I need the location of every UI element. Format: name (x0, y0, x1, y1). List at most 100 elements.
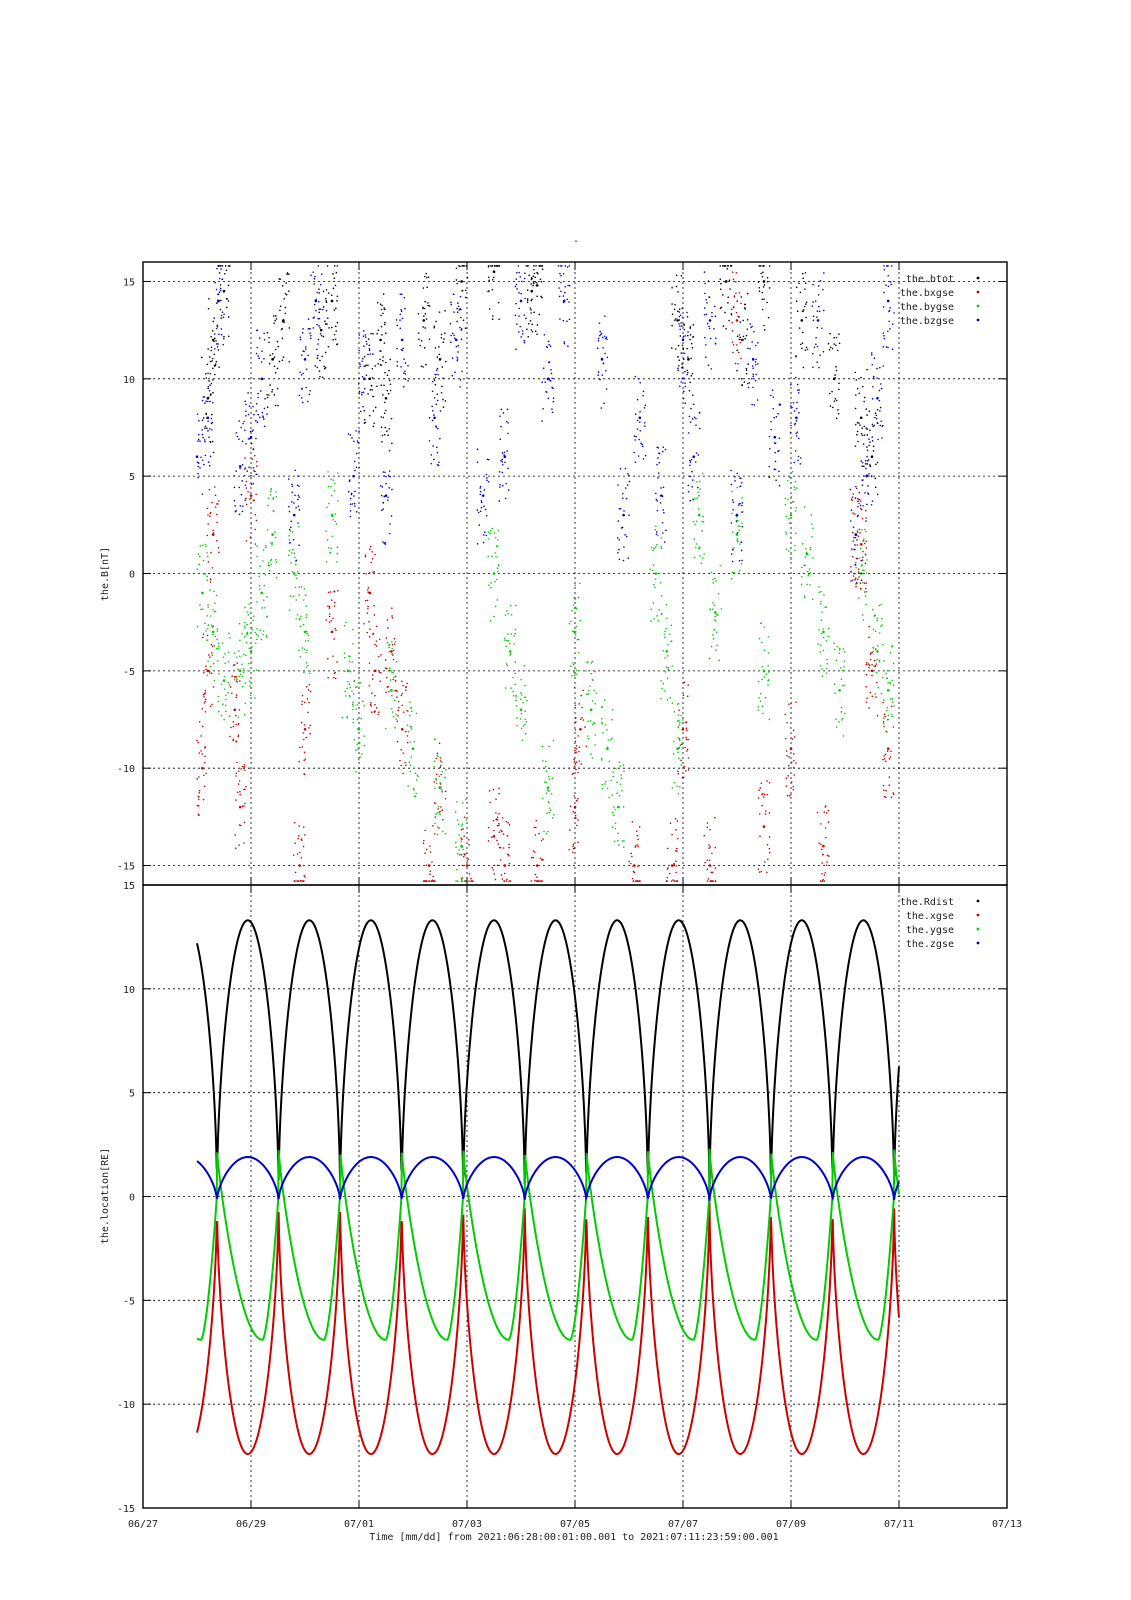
the.bygse-point (865, 572, 868, 574)
the.bygse-point (356, 718, 359, 721)
the.bygse-point (224, 662, 226, 665)
the.bygse-point (621, 840, 624, 842)
the.bzgse-point (773, 442, 776, 444)
the.bxgse-point (682, 694, 685, 697)
the.bxgse-point (685, 736, 687, 739)
the.bxgse-point (240, 768, 243, 770)
the.bygse-point (353, 738, 356, 741)
the.bzgse-point (312, 327, 315, 329)
the.bygse-point (407, 710, 409, 713)
the.bygse-point (271, 542, 274, 544)
the.bzgse-point (752, 367, 754, 370)
the.bygse-point (487, 531, 490, 533)
the.bygse-point (790, 558, 792, 560)
the.bzgse-point (562, 272, 565, 275)
the.btot-point (692, 403, 695, 406)
the.btot-point (722, 265, 724, 267)
the.bxgse-point (827, 855, 830, 857)
the.bzgse-point (500, 425, 502, 428)
b-field-ylabel: the.B[nT] (100, 547, 111, 601)
the.bzgse-point (263, 332, 265, 335)
the.bxgse-point (666, 868, 669, 870)
the.bzgse-point (216, 324, 218, 327)
the.bzgse-point (353, 502, 356, 505)
the.bxgse-point (234, 834, 237, 836)
the.btot-point (799, 291, 802, 294)
the.bzgse-point (384, 543, 387, 545)
the.bygse-point (698, 480, 701, 483)
the.bzgse-point (634, 439, 636, 441)
the.bxgse-point (821, 862, 823, 864)
the.bxgse-point (435, 757, 438, 760)
the.bygse-point (206, 615, 208, 617)
the.bzgse-point (605, 388, 608, 390)
the.bygse-point (762, 712, 764, 715)
the.bzgse-point (797, 392, 800, 394)
the.bygse-point (206, 639, 209, 641)
the.bxgse-point (212, 529, 214, 532)
the.bygse-point (270, 563, 272, 566)
the.bxgse-point (236, 662, 239, 664)
the.bxgse-point (373, 614, 376, 616)
the.bygse-point (242, 653, 245, 656)
the.bzgse-point (709, 337, 712, 340)
the.btot-point (462, 265, 465, 267)
the.bygse-point (227, 681, 229, 684)
the.bzgse-point (459, 386, 461, 388)
the.bzgse-point (383, 475, 385, 477)
the.btot-point (217, 349, 220, 351)
the.bzgse-point (662, 532, 664, 534)
the.bxgse-point (198, 796, 200, 798)
the.btot-point (334, 338, 337, 341)
the.bxgse-point (855, 487, 858, 490)
the.btot-point (382, 293, 385, 295)
the.bygse-point (735, 516, 738, 518)
the.bxgse-point (374, 643, 376, 646)
the.bxgse-point (231, 692, 233, 695)
the.bzgse-point (871, 436, 874, 438)
the.btot-point (859, 416, 863, 420)
the.bxgse-point (706, 822, 709, 824)
the.btot-point (266, 331, 269, 334)
the.bxgse-point (494, 878, 497, 881)
the.bzgse-point (741, 502, 744, 504)
the.bzgse-point (681, 338, 685, 342)
the.bygse-point (670, 640, 673, 642)
the.bygse-point (325, 560, 328, 563)
the.bzgse-point (638, 421, 641, 423)
the.bygse-point (433, 760, 436, 762)
the.bygse-point (289, 530, 292, 532)
the.bygse-point (787, 550, 790, 552)
the.bygse-point (611, 794, 614, 796)
the.bygse-point (243, 713, 246, 716)
the.bygse-point (874, 693, 877, 695)
the.bygse-point (716, 644, 718, 647)
the.bzgse-point (363, 387, 366, 390)
the.btot-point (671, 303, 673, 305)
the.bygse-point (819, 664, 822, 667)
the.bygse-point (295, 618, 298, 620)
the.bygse-point (768, 679, 770, 681)
the.btot-point (675, 285, 678, 288)
the.bxgse-point (759, 835, 761, 838)
the.bygse-point (242, 668, 245, 670)
the.bygse-point (710, 571, 713, 574)
the.bzgse-point (861, 434, 864, 437)
the.bzgse-point (730, 553, 733, 555)
the.bxgse-point (883, 795, 886, 798)
the.btot-point (382, 394, 384, 396)
the.bzgse-point (515, 271, 518, 274)
the.btot-point (670, 347, 673, 349)
the.btot-point (534, 276, 537, 279)
the.bxgse-point (438, 827, 440, 829)
the.bygse-point (787, 498, 789, 501)
the.btot-point (423, 315, 425, 317)
the.bygse-point (881, 617, 883, 620)
the.bygse-point (855, 561, 857, 564)
the.bygse-point (346, 669, 350, 673)
the.bygse-point (614, 808, 616, 811)
the.bzgse-point (358, 392, 361, 395)
the.bxgse-point (426, 880, 428, 882)
the.btot-point (207, 430, 209, 432)
the.bxgse-point (574, 749, 576, 752)
